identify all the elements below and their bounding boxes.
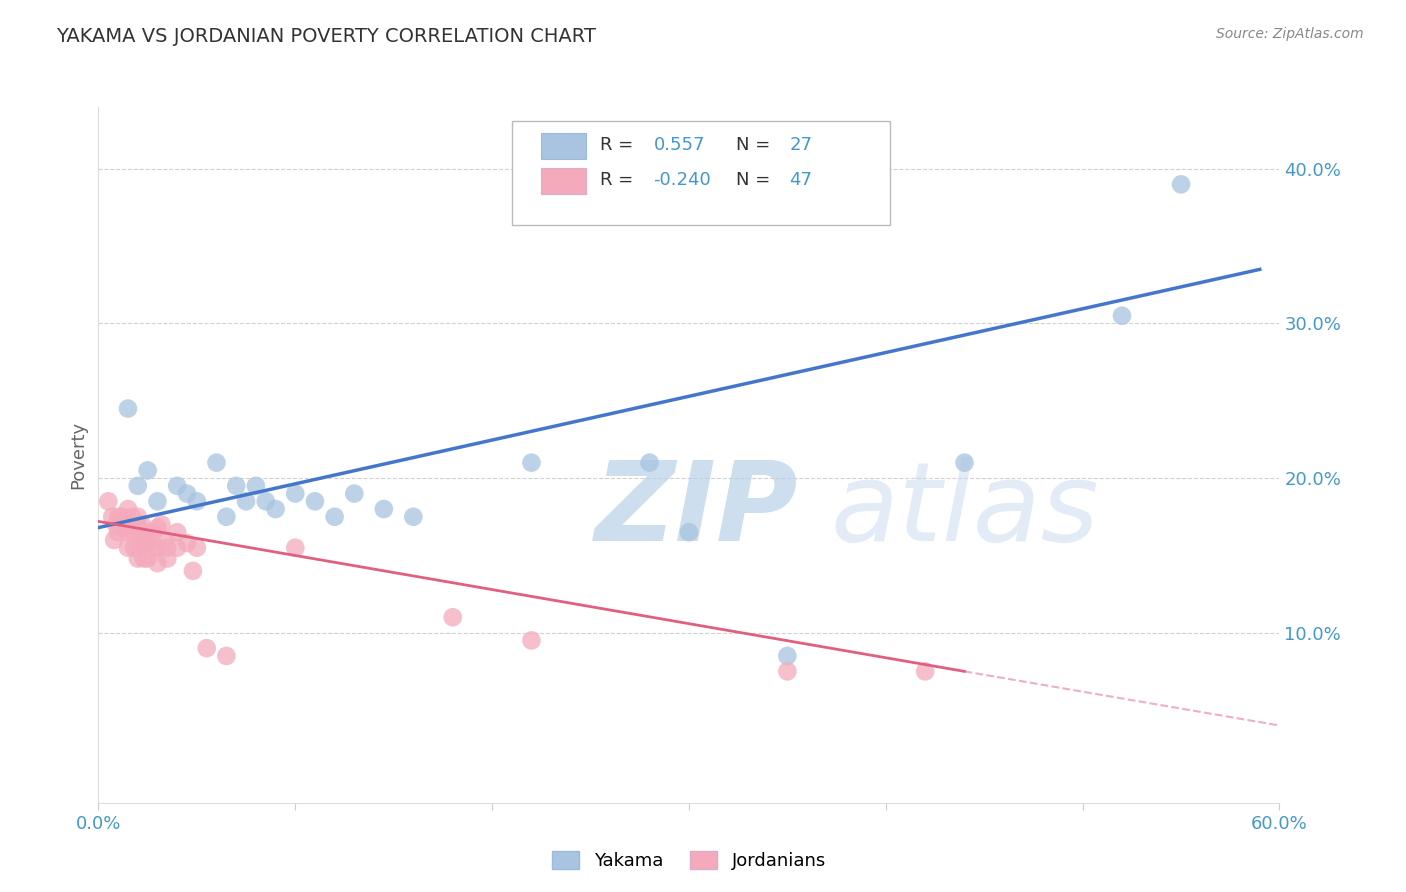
Point [215,509,238,524]
Point [264,502,287,516]
Point [107,525,129,540]
Point [107,509,129,524]
Text: 27: 27 [789,136,813,154]
Point [127,479,149,493]
Point [127,536,149,550]
Point [776,648,799,663]
Point [117,502,139,516]
Point [111,509,134,524]
Point [97,494,120,508]
Point [1170,178,1192,192]
Point [150,517,173,532]
Legend: Yakama, Jordanians: Yakama, Jordanians [546,844,832,877]
Text: N =: N = [737,136,776,154]
Point [186,494,208,508]
Point [136,463,159,477]
Point [146,520,169,534]
Point [146,556,169,570]
Point [103,533,125,547]
Y-axis label: Poverty: Poverty [69,421,87,489]
Point [776,665,799,679]
Point [105,517,128,532]
Bar [541,133,586,159]
Point [678,525,700,540]
Point [343,486,366,500]
Point [146,494,169,508]
FancyBboxPatch shape [512,121,890,226]
Point [166,525,188,540]
Point [225,479,247,493]
Bar [541,168,586,194]
Text: R =: R = [600,171,640,189]
Point [122,541,145,555]
Point [155,533,177,547]
Text: 0.557: 0.557 [654,136,704,154]
Point [127,551,149,566]
Point [323,509,346,524]
Text: R =: R = [600,136,640,154]
Point [215,648,238,663]
Point [402,509,425,524]
Point [245,479,267,493]
Point [121,509,143,524]
Point [235,494,257,508]
Text: YAKAMA VS JORDANIAN POVERTY CORRELATION CHART: YAKAMA VS JORDANIAN POVERTY CORRELATION … [56,27,596,45]
Point [117,525,139,540]
Point [186,541,208,555]
Text: N =: N = [737,171,776,189]
Point [122,525,145,540]
Point [254,494,277,508]
Point [205,456,228,470]
Text: 47: 47 [789,171,813,189]
Point [112,520,135,534]
Point [156,551,179,566]
Point [520,456,543,470]
Text: -0.240: -0.240 [654,171,711,189]
Point [138,536,160,550]
Point [117,517,139,532]
Point [166,479,188,493]
Point [441,610,464,624]
Point [117,541,139,555]
Point [953,456,976,470]
Text: Source: ZipAtlas.com: Source: ZipAtlas.com [1216,27,1364,41]
Point [181,564,204,578]
Point [136,533,159,547]
Text: atlas: atlas [831,457,1099,564]
Point [142,541,165,555]
Point [146,541,169,555]
Point [520,633,543,648]
Point [176,536,198,550]
Point [132,551,155,566]
Point [166,541,188,555]
Point [127,520,149,534]
Point [284,541,307,555]
Point [914,665,936,679]
Point [135,525,157,540]
Point [195,641,218,656]
Point [136,551,159,566]
Point [156,541,179,555]
Point [142,525,165,540]
Point [117,401,139,416]
Point [373,502,395,516]
Point [176,486,198,500]
Point [101,509,124,524]
Point [638,456,661,470]
Point [131,536,153,550]
Point [127,509,149,524]
Point [1111,309,1133,323]
Point [131,517,153,532]
Point [304,494,326,508]
Point [284,486,307,500]
Text: ZIP: ZIP [595,457,799,564]
